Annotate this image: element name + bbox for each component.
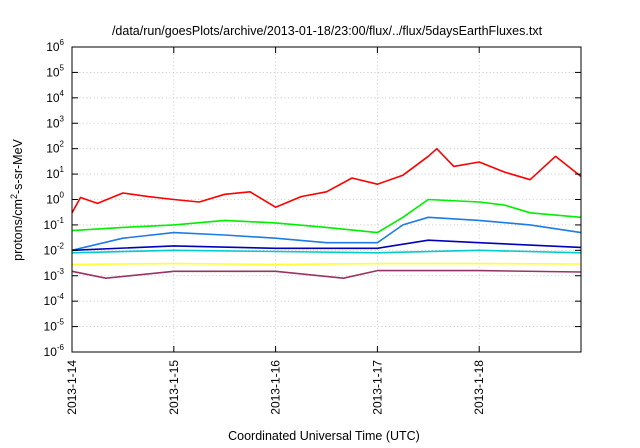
series-line-5	[71, 249, 582, 254]
y-tick-label: 10-2	[44, 241, 65, 257]
x-tick-label: 2013-1-16	[269, 360, 283, 415]
y-tick-label: 105	[46, 63, 64, 79]
series-line-1	[71, 147, 582, 214]
chart-title: /data/run/goesPlots/archive/2013-01-18/2…	[112, 24, 543, 38]
y-tick-label: 101	[46, 165, 64, 181]
x-axis-label: Coordinated Universal Time (UTC)	[228, 429, 420, 443]
series-line-6	[71, 262, 582, 266]
y-tick-label: 10-3	[44, 267, 65, 283]
y-tick-label: 10-4	[44, 292, 65, 308]
ticks-layer: 10-6 10-5 10-4 10-3 10-2 10-1 100 101 102 103 104 1…	[44, 38, 581, 415]
y-axis-label: protons/cm2-s-sr-MeV	[9, 138, 25, 260]
y-tick-label: 100	[46, 191, 64, 207]
series-line-2	[71, 198, 582, 234]
series-line-3	[71, 216, 582, 252]
x-tick-label: 2013-1-15	[167, 360, 181, 415]
x-tick-label: 2013-1-18	[472, 360, 486, 415]
grid-layer	[72, 47, 581, 352]
y-tick-label: 10-6	[44, 343, 65, 359]
y-tick-label: 104	[46, 89, 64, 105]
y-tick-label: 102	[46, 140, 64, 156]
x-tick-label: 2013-1-17	[370, 360, 384, 415]
y-tick-label: 10-1	[44, 216, 65, 232]
x-tick-label: 2013-1-14	[65, 360, 79, 415]
y-tick-label: 10-5	[44, 318, 65, 334]
y-tick-label: 106	[46, 38, 64, 54]
y-tick-label: 103	[46, 114, 64, 130]
series-line-4	[71, 239, 582, 252]
series-line-7	[71, 269, 582, 280]
series-layer	[71, 147, 582, 280]
